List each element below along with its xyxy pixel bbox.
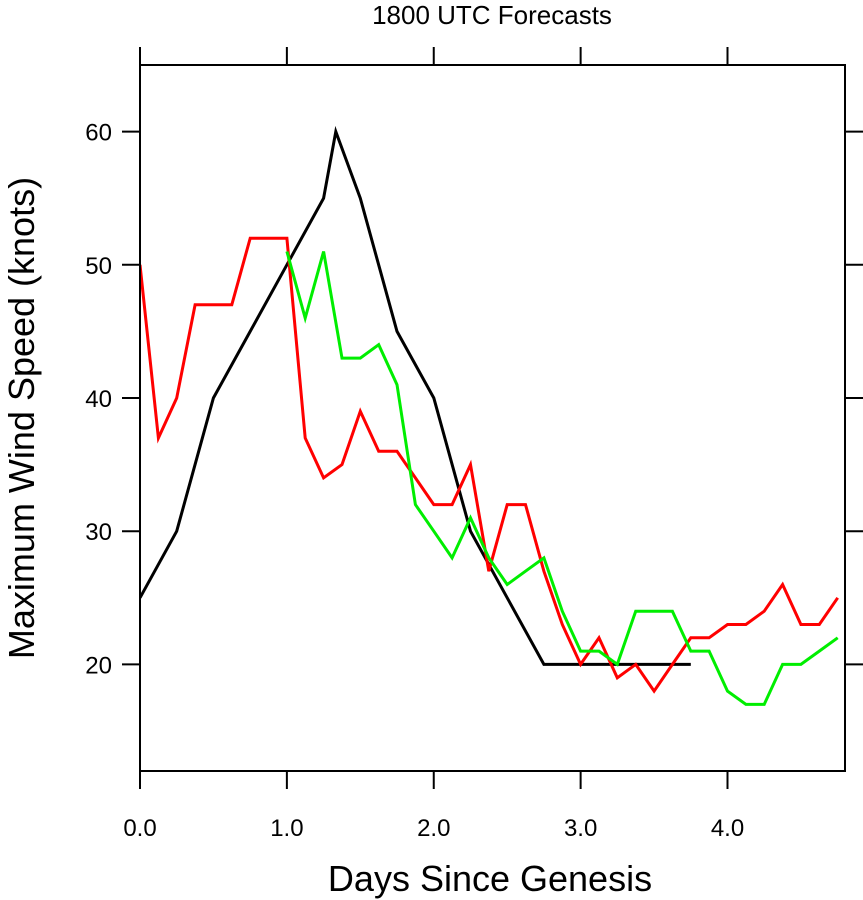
- x-tick-label: 2.0: [417, 815, 450, 842]
- y-tick-label: 50: [85, 253, 112, 280]
- x-tick-label: 4.0: [711, 815, 744, 842]
- series-line-3: [285, 251, 839, 706]
- chart-title: 1800 UTC Forecasts: [372, 0, 612, 30]
- series-line-1: [140, 125, 691, 666]
- y-tick-label: 30: [85, 519, 112, 546]
- x-tick-label: 1.0: [270, 815, 303, 842]
- axis-ticks: [122, 47, 863, 789]
- plot-border: [139, 64, 846, 772]
- y-axis-title: Maximum Wind Speed (knots): [1, 177, 42, 659]
- x-axis-title: Days Since Genesis: [328, 858, 652, 899]
- plot-area: [140, 125, 839, 706]
- y-tick-labels: 20 30 40 50 60: [85, 120, 112, 680]
- y-tick-label: 20: [85, 652, 112, 679]
- y-tick-label: 40: [85, 386, 112, 413]
- y-tick-label: 60: [85, 120, 112, 147]
- x-tick-label: 0.0: [123, 815, 156, 842]
- series-line-2: [140, 236, 839, 694]
- plot-frame: [139, 64, 846, 772]
- x-tick-label: 3.0: [564, 815, 597, 842]
- x-tick-labels: 0.0 1.0 2.0 3.0 4.0: [123, 815, 744, 842]
